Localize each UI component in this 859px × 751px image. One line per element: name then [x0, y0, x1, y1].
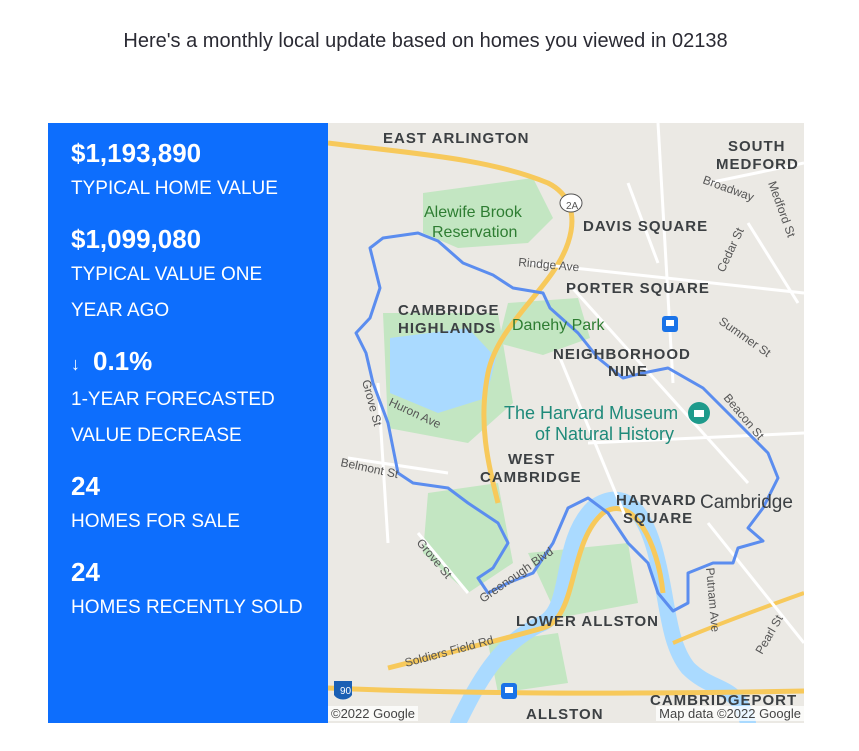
- arrow-down-icon: ↓: [71, 354, 80, 374]
- highway-soldiers-field: [387, 506, 666, 671]
- stat-value: 24: [71, 471, 100, 501]
- map[interactable]: EAST ARLINGTON SOUTH MEDFORD DAVIS SQUAR…: [328, 123, 804, 723]
- stat-label: TYPICAL VALUE ONE YEAR AGO: [71, 264, 263, 321]
- stat-value: $1,193,890: [71, 138, 202, 168]
- map-label-neighborhood-nine: NINE: [608, 363, 648, 380]
- map-label-alewife-reservation: Reservation: [432, 224, 517, 241]
- street-label-cedar-st: Cedar St: [714, 225, 747, 274]
- street-label-summer-st: Summer St: [716, 314, 774, 360]
- route-90-label: 90: [340, 686, 352, 697]
- street-label-medford-st: Medford St: [765, 179, 798, 240]
- stat-forecast: ↓ 0.1% 1-YEAR FORECASTED VALUE DECREASE: [71, 343, 328, 454]
- map-label-south-medford: MEDFORD: [716, 156, 799, 173]
- map-label-cambridge: Cambridge: [700, 492, 793, 513]
- stats-panel: $1,193,890 TYPICAL HOME VALUE $1,099,080…: [48, 123, 328, 723]
- stat-value-one-year-ago: $1,099,080 TYPICAL VALUE ONE YEAR AGO: [71, 221, 328, 329]
- street-label-putnam-ave: Putnam Ave: [703, 567, 723, 633]
- stat-value: 24: [71, 557, 100, 587]
- street-label-rindge-ave: Rindge Ave: [518, 255, 580, 274]
- highway-memorial: [672, 591, 804, 645]
- headline: Here's a monthly local update based on h…: [123, 30, 728, 52]
- map-label-harvard-square: SQUARE: [623, 510, 693, 527]
- map-label-allston: ALLSTON: [526, 706, 604, 723]
- map-label-cambridge-highlands: HIGHLANDS: [398, 320, 496, 337]
- map-label-lower-allston: LOWER ALLSTON: [516, 613, 659, 630]
- map-label-west-cambridge: CAMBRIDGE: [480, 469, 582, 486]
- map-label-west-cambridge: WEST: [508, 451, 555, 468]
- map-label-cambridgeport: CAMBRIDGEPORT: [650, 692, 797, 709]
- map-label-cambridge-highlands: CAMBRIDGE: [398, 302, 500, 319]
- stat-typical-home-value: $1,193,890 TYPICAL HOME VALUE: [71, 135, 328, 207]
- highway-route-90: [328, 685, 804, 696]
- map-label-porter-square: PORTER SQUARE: [566, 280, 710, 297]
- museum-pin-icon: [688, 402, 710, 424]
- street-label-pearl-st: Pearl St: [752, 612, 786, 657]
- subway-icon-porter: [662, 316, 678, 332]
- route-2a-label: 2A: [566, 201, 579, 212]
- highway-route-2: [328, 140, 575, 504]
- map-copyright: ©2022 Google: [328, 706, 419, 721]
- subway-icon-allston: [501, 683, 517, 699]
- map-label-alewife-brook: Alewife Brook: [424, 204, 523, 221]
- zip-boundary: [354, 231, 780, 613]
- route-90-shield-icon: [334, 681, 352, 700]
- map-label-natural-history: of Natural History: [535, 424, 674, 444]
- map-label-east-arlington: EAST ARLINGTON: [383, 130, 530, 147]
- stat-label: HOMES FOR SALE: [71, 511, 240, 532]
- stat-value: $1,099,080: [71, 224, 202, 254]
- stat-label: TYPICAL HOME VALUE: [71, 178, 278, 199]
- map-label-danehy-park: Danehy Park: [512, 317, 605, 334]
- map-label-neighborhood-nine: NEIGHBORHOOD: [553, 346, 691, 363]
- street-label-belmont-st: Belmont St: [339, 455, 400, 481]
- stat-label: HOMES RECENTLY SOLD: [71, 597, 303, 618]
- street-grid: [347, 123, 804, 644]
- stat-value: 0.1%: [93, 346, 153, 376]
- stat-homes-for-sale: 24 HOMES FOR SALE: [71, 468, 328, 540]
- stat-value-row: ↓ 0.1%: [71, 343, 328, 382]
- park-alewife: [423, 178, 553, 248]
- map-data-credit[interactable]: Map data ©2022 Google: [656, 706, 804, 721]
- route-2a-shield-icon: [559, 193, 583, 213]
- map-label-davis-square: DAVIS SQUARE: [583, 218, 708, 235]
- street-label-soldiers-field-rd: Soldiers Field Rd: [403, 633, 495, 670]
- fresh-pond: [390, 328, 496, 413]
- map-label-south-medford: SOUTH: [728, 138, 786, 155]
- map-label-harvard-museum: The Harvard Museum: [504, 403, 678, 423]
- stat-label: 1-YEAR FORECASTED VALUE DECREASE: [71, 389, 275, 446]
- map-label-harvard-square: HARVARD: [616, 492, 697, 509]
- stat-homes-recently-sold: 24 HOMES RECENTLY SOLD: [71, 554, 328, 626]
- map-canvas: EAST ARLINGTON SOUTH MEDFORD DAVIS SQUAR…: [328, 123, 804, 723]
